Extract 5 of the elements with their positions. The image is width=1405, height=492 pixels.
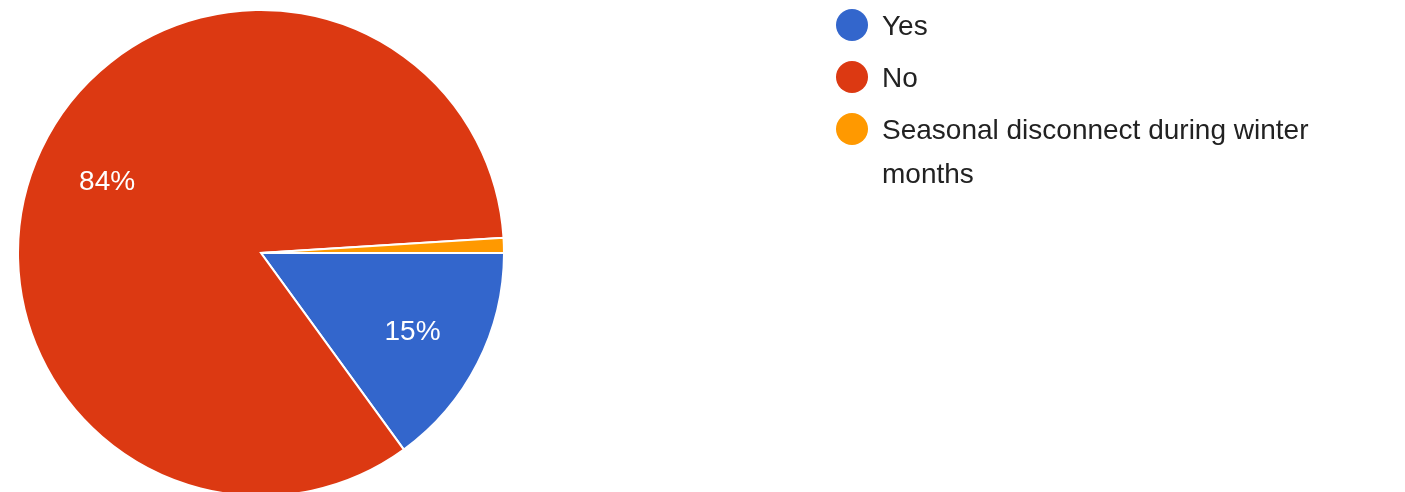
legend-label: No [882, 61, 918, 93]
data-label: 15% [384, 314, 441, 346]
legend-label: Yes [882, 9, 928, 41]
data-label: 84% [79, 165, 136, 197]
legend-label: Seasonal disconnect during winter months [882, 113, 1309, 189]
